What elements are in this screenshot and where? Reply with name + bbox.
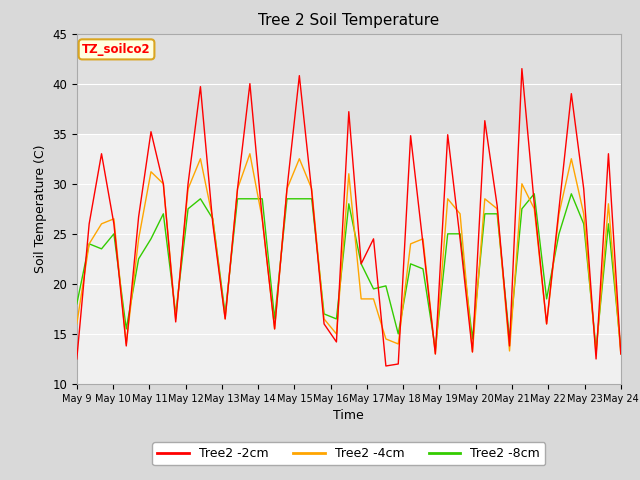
- Y-axis label: Soil Temperature (C): Soil Temperature (C): [34, 144, 47, 273]
- X-axis label: Time: Time: [333, 409, 364, 422]
- Bar: [77, 34, 621, 134]
- Legend: Tree2 -2cm, Tree2 -4cm, Tree2 -8cm: Tree2 -2cm, Tree2 -4cm, Tree2 -8cm: [152, 443, 545, 465]
- Text: TZ_soilco2: TZ_soilco2: [82, 43, 151, 56]
- Title: Tree 2 Soil Temperature: Tree 2 Soil Temperature: [258, 13, 440, 28]
